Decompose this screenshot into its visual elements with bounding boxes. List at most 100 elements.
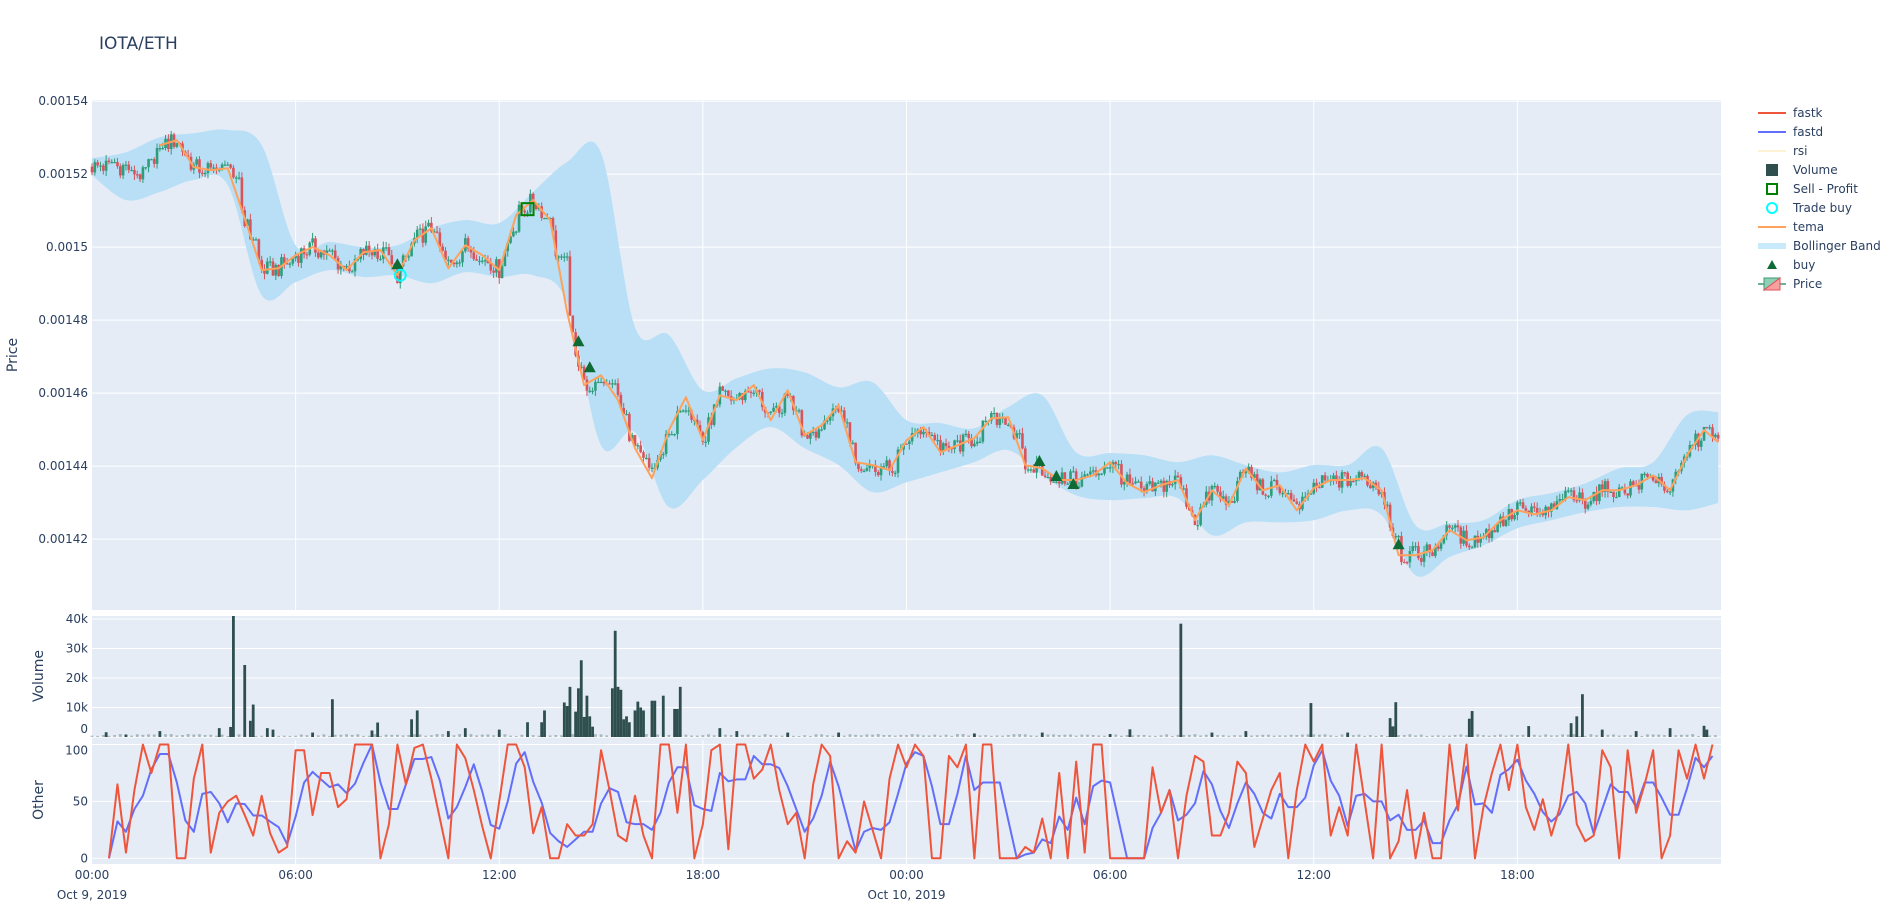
volume-bar-small	[514, 735, 518, 737]
candle-body	[438, 232, 442, 247]
volume-bar	[1394, 702, 1398, 737]
candle-body	[1411, 546, 1415, 552]
candle-body	[636, 445, 640, 447]
candle	[1626, 493, 1629, 499]
volume-bar-small	[1538, 735, 1542, 737]
candle-body	[1530, 506, 1533, 514]
candle-body	[1516, 502, 1519, 515]
candle-body	[1490, 530, 1494, 539]
candle	[814, 428, 818, 441]
volume-bar-small	[294, 735, 298, 737]
volume-bar-small	[876, 734, 880, 737]
candle-body	[1179, 477, 1183, 489]
candle-body	[1148, 481, 1152, 484]
volume-bar-small	[763, 734, 767, 737]
candle-body	[888, 460, 891, 472]
candle	[1620, 486, 1624, 489]
candle-body	[1374, 482, 1378, 488]
legend-item-rsi[interactable]: rsi	[1758, 144, 1808, 158]
legend-item-price[interactable]: Price	[1758, 277, 1822, 291]
legend-item-bollinger-band[interactable]: Bollinger Band	[1758, 239, 1881, 253]
volume-bar-small	[661, 735, 665, 737]
legend-item-volume[interactable]: Volume	[1766, 163, 1838, 177]
candle-body	[249, 219, 252, 240]
candle	[608, 380, 611, 385]
volume-bar-small	[1301, 734, 1304, 737]
candle-body	[110, 162, 114, 164]
legend-item-tema[interactable]: tema	[1758, 220, 1824, 234]
candle-body	[546, 218, 549, 220]
candle-body	[551, 218, 555, 231]
volume-bar-small	[650, 735, 654, 737]
legend-square-icon	[1766, 164, 1778, 176]
volume-bar	[653, 700, 657, 737]
candle-body	[591, 390, 594, 392]
volume-bar-small	[1318, 734, 1321, 737]
candle-body	[90, 166, 94, 173]
candle-body	[127, 164, 131, 171]
candle	[1292, 494, 1296, 502]
volume-bar-small	[967, 735, 971, 737]
candle	[1080, 471, 1084, 488]
candle-body	[1575, 500, 1579, 502]
candle	[240, 172, 244, 214]
candle	[1272, 478, 1276, 482]
candle	[116, 157, 119, 169]
candle	[1643, 471, 1646, 478]
candle-body	[466, 238, 470, 249]
candle	[1236, 476, 1239, 503]
volume-bar-small	[944, 734, 948, 737]
candle	[874, 460, 877, 477]
candle	[1589, 497, 1593, 507]
volume-bar-small	[1199, 735, 1203, 737]
candle	[625, 409, 628, 416]
volume-bar-small	[690, 735, 693, 737]
candle-body	[155, 148, 159, 164]
candle	[475, 254, 478, 261]
candle-body	[113, 162, 116, 164]
volume-bar-small	[248, 735, 252, 737]
candle-body	[970, 437, 973, 447]
candle-body	[305, 254, 309, 256]
candle-body	[441, 246, 444, 251]
candle-body	[1264, 494, 1267, 496]
volume-bar	[650, 700, 654, 737]
candle-body	[950, 448, 954, 450]
candle-body	[1637, 485, 1641, 490]
legend-item-sell-profit[interactable]: Sell - Profit	[1766, 182, 1858, 196]
legend-item-trade-buy[interactable]: Trade buy	[1766, 201, 1852, 215]
volume-bar	[158, 731, 162, 737]
volume-bar	[1210, 732, 1214, 737]
volume-bar-small	[1606, 734, 1610, 737]
legend-label: Trade buy	[1792, 201, 1852, 215]
candle-body	[676, 411, 679, 435]
volume-bar-small	[198, 734, 201, 737]
candle-body	[455, 262, 459, 265]
volume-bar-small	[1713, 735, 1717, 737]
legend-item-fastk[interactable]: fastk	[1758, 106, 1823, 120]
legend-item-fastd[interactable]: fastd	[1758, 125, 1823, 139]
candle	[370, 251, 374, 260]
candle	[862, 468, 866, 473]
candle	[1470, 545, 1474, 549]
candle	[596, 377, 600, 384]
candle-body	[198, 159, 201, 173]
volume-bar-small	[1629, 735, 1632, 737]
legend-item-buy[interactable]: buy	[1767, 258, 1815, 272]
candle	[387, 243, 391, 256]
candle-body	[1589, 501, 1593, 505]
candle	[704, 436, 708, 448]
volume-bar-small	[367, 735, 371, 737]
volume-bar-small	[803, 735, 807, 737]
candle-body	[475, 259, 478, 261]
volume-bar-small	[492, 735, 495, 737]
candle	[879, 463, 883, 481]
candle	[263, 264, 266, 280]
candle	[331, 248, 334, 256]
volume-bar	[1346, 732, 1350, 737]
volume-bar-small	[441, 734, 445, 737]
candle-body	[1258, 479, 1262, 491]
volume-bar-small	[1442, 735, 1446, 737]
volume-bar-small	[1187, 734, 1191, 737]
candle-body	[274, 264, 278, 276]
